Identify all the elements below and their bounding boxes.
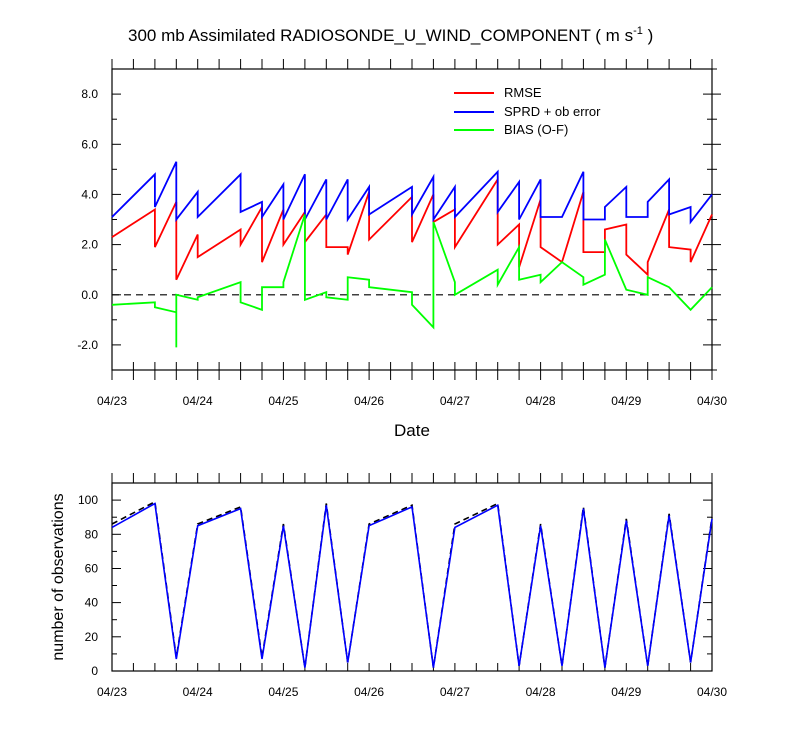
bottom-y-tick-label: 80 xyxy=(85,527,99,541)
bottom-x-tick-label: 04/24 xyxy=(183,685,213,699)
bottom-x-tick-label: 04/30 xyxy=(697,685,727,699)
top-x-tick-label: 04/26 xyxy=(354,394,384,408)
bottom-y-tick-label: 40 xyxy=(85,596,99,610)
title-exponent: -1 xyxy=(633,25,643,37)
bottom-series-observations-possible xyxy=(111,500,713,668)
bottom-x-tick-labels: 04/23 04/24 04/25 04/26 04/27 04/28 04/29 04/30 xyxy=(97,685,727,699)
top-x-tick-label: 04/30 xyxy=(697,394,727,408)
bottom-x-tick-label: 04/27 xyxy=(440,685,470,699)
top-x-tick-label: 04/23 xyxy=(97,394,127,408)
title-main: 300 mb Assimilated RADIOSONDE_U_WIND_COM… xyxy=(128,26,633,45)
top-y-tick-label: 2.0 xyxy=(81,238,98,252)
bottom-chart-ticks xyxy=(111,473,713,672)
top-y-tick-label: -2.0 xyxy=(77,338,98,352)
legend-label-rmse: RMSE xyxy=(504,85,542,100)
top-y-tick-label: 6.0 xyxy=(81,137,98,151)
bottom-y-tick-label: 60 xyxy=(85,562,99,576)
top-x-tick-label: 04/28 xyxy=(526,394,556,408)
bottom-x-tick-label: 04/26 xyxy=(354,685,384,699)
top-x-axis-label: Date xyxy=(394,421,430,440)
bottom-y-tick-label: 20 xyxy=(85,630,99,644)
bottom-y-tick-label: 0 xyxy=(91,664,98,678)
top-x-tick-labels: 04/23 04/24 04/25 04/26 04/27 04/28 04/29 04/30 xyxy=(97,394,727,408)
bottom-series-observations-used xyxy=(111,502,713,668)
top-y-tick-label: 0.0 xyxy=(81,288,98,302)
bottom-y-tick-labels: 0 20 40 60 80 100 xyxy=(78,493,98,678)
bottom-x-tick-label: 04/28 xyxy=(526,685,556,699)
top-x-tick-label: 04/24 xyxy=(183,394,213,408)
top-series-bias-o-f xyxy=(111,214,713,348)
bottom-x-tick-label: 04/23 xyxy=(97,685,127,699)
bottom-y-axis-label: number of observations xyxy=(50,493,67,660)
legend: RMSE SPRD + ob error BIAS (O-F) xyxy=(454,85,601,137)
top-y-tick-label: 4.0 xyxy=(81,187,98,201)
bottom-y-tick-label: 100 xyxy=(78,493,98,507)
top-y-tick-label: 8.0 xyxy=(81,87,98,101)
bottom-x-tick-label: 04/25 xyxy=(268,685,298,699)
top-chart-series xyxy=(111,161,713,348)
legend-label-bias: BIAS (O-F) xyxy=(504,122,568,137)
top-chart-ticks xyxy=(111,59,721,380)
title-close: ) xyxy=(643,26,653,45)
top-x-tick-label: 04/29 xyxy=(611,394,641,408)
top-series-sprd-ob-error xyxy=(111,161,713,225)
legend-label-sprd: SPRD + ob error xyxy=(504,104,601,119)
top-x-tick-label: 04/27 xyxy=(440,394,470,408)
top-y-tick-labels: -2.0 0.0 2.0 4.0 6.0 8.0 xyxy=(77,87,98,352)
top-chart-title: 300 mb Assimilated RADIOSONDE_U_WIND_COM… xyxy=(128,25,653,45)
bottom-x-tick-label: 04/29 xyxy=(611,685,641,699)
top-x-tick-label: 04/25 xyxy=(268,394,298,408)
bottom-chart-series xyxy=(111,500,713,668)
